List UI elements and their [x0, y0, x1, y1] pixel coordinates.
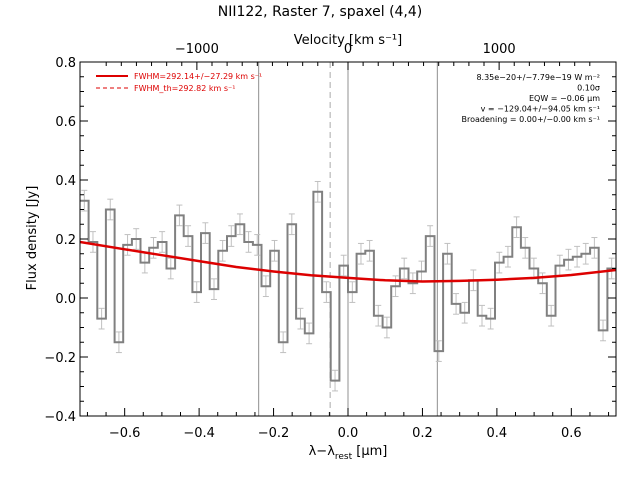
chart-title: NII122, Raster 7, spaxel (4,4) — [218, 4, 423, 20]
annotation-text: 8.35e−20+/−7.79e−19 W m⁻² — [476, 73, 600, 82]
y-tick-label: 0.6 — [55, 115, 76, 130]
legend: FWHM=292.14+/−27.29 km s⁻¹ FWHM_th=292.82… — [96, 72, 262, 93]
legend-label: FWHM=292.14+/−27.29 km s⁻¹ — [134, 72, 262, 81]
y-axis-label: Flux density [Jy] — [25, 186, 40, 291]
legend-entry: FWHM=292.14+/−27.29 km s⁻¹ — [96, 72, 262, 81]
annotation-text: 0.10σ — [577, 84, 600, 93]
legend-label: FWHM_th=292.82 km s⁻¹ — [134, 84, 235, 93]
annotation-text: v = −129.04+/−94.05 km s⁻¹ — [481, 105, 600, 114]
y-tick-label: 0.2 — [55, 233, 76, 248]
annotation-text: EQW = −0.06 μm — [529, 94, 600, 103]
x-tick-label: 0.4 — [487, 426, 508, 441]
x-axis-label-sub: rest — [335, 452, 353, 462]
x-axis-label: λ−λrest [μm] — [309, 444, 388, 462]
axis-ticks: −0.6 −0.4 −0.2 0.0 0.2 0.4 0.6 −1000 0 1000 −0.4 −0… — [44, 42, 616, 441]
x-tick-label: −0.4 — [183, 426, 215, 441]
x-axis-label-main: λ−λ — [309, 444, 336, 459]
x-tick-label: 0.0 — [338, 426, 359, 441]
top-tick-label: 0 — [344, 42, 352, 57]
x-tick-label: −0.2 — [258, 426, 290, 441]
top-tick-label: 1000 — [483, 42, 516, 57]
top-axis-label: Velocity [km s⁻¹] — [294, 33, 402, 48]
y-tick-label: 0.0 — [55, 292, 76, 307]
plot-area — [80, 62, 616, 416]
top-tick-label: −1000 — [175, 42, 219, 57]
fit-series-line — [80, 240, 616, 283]
y-tick-label: −0.2 — [44, 351, 76, 366]
legend-entry: FWHM_th=292.82 km s⁻¹ — [96, 84, 235, 93]
y-tick-label: 0.4 — [55, 174, 76, 189]
x-axis-label-unit: [μm] — [352, 444, 387, 459]
x-tick-label: 0.6 — [561, 426, 582, 441]
x-tick-label: −0.6 — [109, 426, 141, 441]
y-tick-label: −0.4 — [44, 410, 76, 425]
y-tick-label: 0.8 — [55, 56, 76, 71]
annotation-text: Broadening = 0.00+/−0.00 km s⁻¹ — [462, 115, 600, 124]
x-tick-label: 0.2 — [412, 426, 433, 441]
